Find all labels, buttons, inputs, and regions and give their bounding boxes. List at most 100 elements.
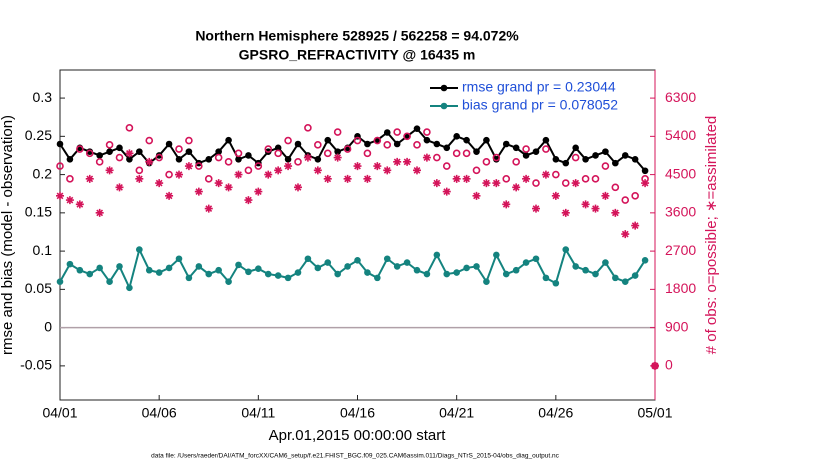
assimilated-marker: [145, 157, 154, 166]
possible-marker: [373, 136, 382, 145]
assimilated-marker: [641, 179, 650, 188]
x-tick-label: 04/26: [538, 405, 573, 421]
assimilated-marker: [571, 179, 580, 188]
point: [612, 159, 619, 167]
point: [393, 140, 401, 148]
legend-label: rmse grand pr = 0.23044: [462, 79, 616, 95]
point: [324, 259, 332, 266]
y2-tick-label: 0: [665, 357, 673, 373]
point: [195, 263, 203, 270]
possible-marker: [433, 153, 441, 162]
point: [185, 148, 193, 155]
point: [532, 148, 540, 155]
point: [86, 270, 94, 278]
point: [522, 259, 530, 266]
point: [453, 269, 460, 276]
possible-marker: [204, 175, 213, 183]
assimilated-marker: [502, 200, 511, 209]
possible-marker: [76, 145, 84, 153]
point: [126, 284, 133, 292]
point: [364, 269, 371, 276]
possible-marker: [323, 149, 332, 158]
point: [106, 278, 113, 286]
possible-marker: [601, 162, 610, 170]
point: [552, 279, 560, 287]
point: [572, 263, 579, 270]
point: [512, 266, 520, 274]
assimilated-marker: [194, 187, 203, 196]
assimilated-marker: [224, 183, 233, 192]
point: [294, 269, 302, 276]
assimilated-marker: [611, 208, 620, 217]
possible-marker: [383, 141, 392, 149]
assimilated-marker: [383, 166, 392, 175]
assimilated-marker: [561, 208, 570, 217]
legend-label: bias grand pr = 0.078052: [462, 97, 618, 113]
y-tick-label: 0.15: [25, 204, 52, 220]
point: [552, 155, 560, 163]
assimilated-marker: [403, 157, 412, 166]
footnote: data file: /Users/raeder/DAI/ATM_forcXX/…: [151, 453, 560, 460]
point: [423, 136, 431, 144]
assimilated-marker: [601, 191, 610, 200]
assimilated-marker: [413, 166, 421, 175]
x-axis-label: Apr.01,2015 00:00:00 start: [269, 427, 447, 444]
assimilated-marker: [135, 174, 144, 183]
point: [641, 167, 649, 175]
possible-marker: [135, 166, 144, 175]
possible-marker: [611, 183, 620, 192]
y-tick-label: 0.05: [25, 280, 52, 296]
possible-marker: [244, 166, 253, 175]
y2-tick-label: 1800: [665, 280, 696, 296]
assimilated-marker: [56, 191, 64, 200]
point: [413, 266, 421, 274]
point: [374, 274, 381, 282]
possible-marker: [452, 149, 461, 158]
possible-marker: [552, 170, 560, 179]
point: [96, 152, 103, 159]
point: [225, 278, 232, 286]
point: [155, 152, 163, 159]
point: [284, 274, 292, 282]
point: [493, 251, 500, 259]
point: [274, 144, 282, 152]
assimilated-marker: [244, 196, 253, 205]
point: [205, 155, 213, 163]
point: [56, 278, 64, 286]
assimilated-marker: [75, 200, 84, 209]
assimilated-marker: [294, 183, 302, 192]
assimilated-marker: [165, 191, 174, 200]
possible-marker: [522, 145, 530, 153]
assimilated-marker: [274, 166, 283, 175]
possible-marker: [413, 141, 421, 149]
assimilated-marker: [175, 170, 183, 179]
assimilated-marker: [432, 179, 441, 188]
point: [294, 140, 302, 148]
plot-frame: [59, 69, 656, 401]
possible-marker: [66, 175, 74, 183]
possible-marker: [274, 149, 282, 158]
point: [126, 155, 133, 163]
assimilated-marker: [65, 196, 74, 205]
point: [641, 256, 649, 264]
possible-marker: [502, 175, 511, 183]
point: [542, 274, 550, 282]
y-tick-label: 0: [44, 318, 52, 334]
possible-marker: [403, 132, 411, 141]
x-tick-label: 04/16: [340, 405, 375, 421]
point: [483, 136, 490, 144]
assimilated-marker: [333, 153, 342, 162]
y2-tick-label: 5400: [665, 127, 696, 143]
point: [423, 270, 431, 278]
possible-marker: [423, 128, 431, 136]
assimilated-marker: [105, 166, 114, 175]
point: [403, 259, 411, 266]
point: [631, 155, 639, 163]
assimilated-marker: [155, 179, 164, 188]
point: [473, 263, 480, 270]
possible-marker: [631, 192, 639, 200]
x-tick-label: 04/21: [439, 405, 474, 421]
point: [383, 129, 391, 136]
assimilated-marker: [303, 153, 312, 162]
point: [393, 263, 401, 270]
